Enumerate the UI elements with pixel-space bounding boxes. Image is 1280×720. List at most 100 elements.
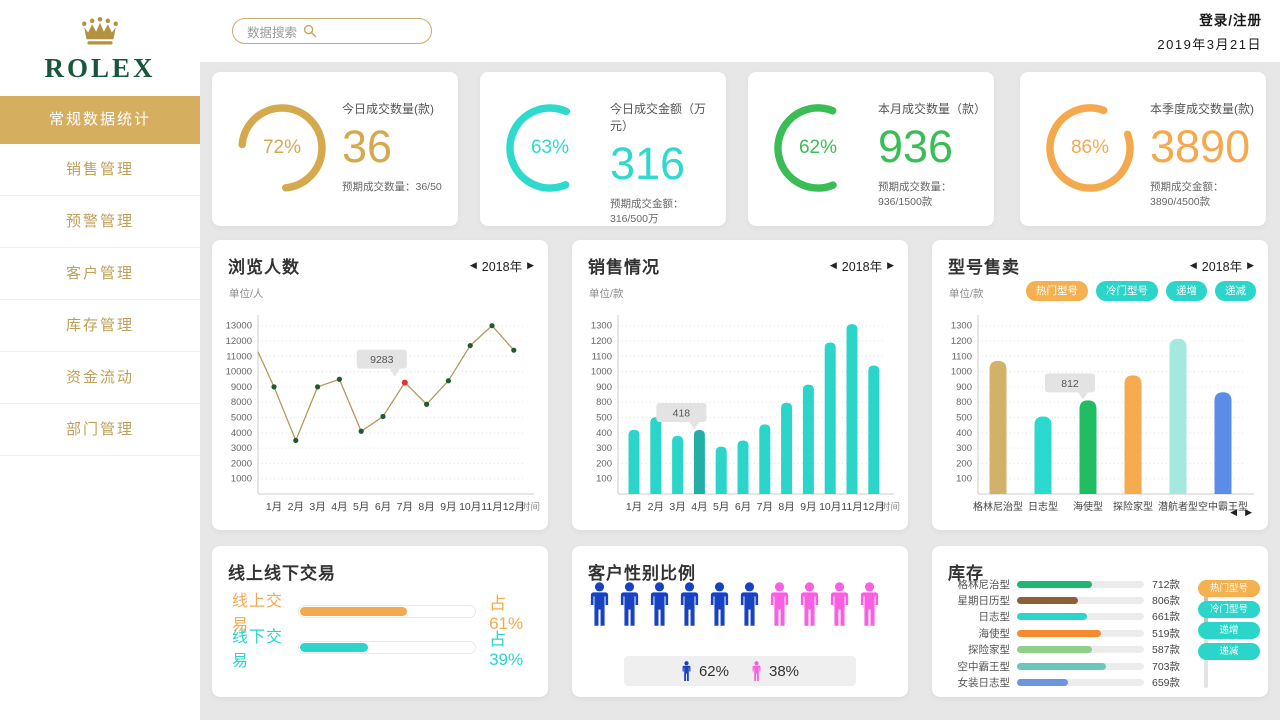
sidebar-item[interactable]: 客户管理 (0, 248, 200, 300)
crown-icon (82, 17, 118, 45)
sidebar-item[interactable]: 库存管理 (0, 300, 200, 352)
svg-text:潜航者型: 潜航者型 (1158, 500, 1198, 513)
inventory-row: 女装日志型 659款 (944, 674, 1192, 690)
inventory-label: 探险家型 (968, 644, 1010, 657)
female-icon (752, 660, 761, 681)
prev-year-icon[interactable]: ◀ (1189, 260, 1197, 270)
legend-pill[interactable]: 递增 (1166, 281, 1207, 301)
search-input[interactable]: 数据搜索 (232, 18, 432, 44)
svg-text:5月: 5月 (353, 501, 369, 513)
kpi-percent: 63% (530, 137, 570, 158)
prev-year-icon[interactable]: ◀ (469, 260, 477, 270)
female-percent: 38% (769, 662, 800, 680)
inventory-title: 库存 (948, 564, 984, 583)
legend-pill[interactable]: 递减 (1198, 643, 1260, 660)
login-register-link[interactable]: 登录/注册 (1199, 13, 1262, 28)
kpi-value: 36 (342, 121, 393, 172)
male-percent: 62% (698, 662, 729, 680)
svg-text:4月: 4月 (691, 501, 707, 513)
kpi-title: 今日成交金额（万元） (610, 102, 707, 133)
svg-text:1100: 1100 (952, 351, 972, 362)
svg-text:1月: 1月 (266, 501, 282, 513)
svg-text:12000: 12000 (226, 336, 252, 347)
transaction-row: 线下交易 占39% (232, 629, 532, 670)
year-nav: ◀ 2018年 ▶ (830, 256, 894, 275)
svg-text:日志型: 日志型 (1028, 500, 1058, 513)
year-label: 2018年 (481, 260, 523, 274)
male-icon (682, 660, 691, 681)
legend-pill[interactable]: 热门型号 (1198, 580, 1260, 597)
pager-next-icon[interactable]: ▶ (1245, 507, 1252, 517)
transaction-label: 线上交易 (232, 593, 284, 634)
sidebar-item[interactable]: 销售管理 (0, 144, 200, 196)
inventory-value: 703款 (1152, 660, 1181, 673)
y-unit-label: 单位/人 (229, 288, 264, 300)
svg-text:1000: 1000 (591, 367, 612, 378)
svg-text:空中霸王型: 空中霸王型 (1198, 500, 1248, 513)
legend-pill[interactable]: 冷门型号 (1198, 601, 1260, 618)
svg-text:10000: 10000 (226, 367, 252, 378)
svg-text:6月: 6月 (375, 501, 391, 513)
legend-pill[interactable]: 递减 (1215, 281, 1256, 301)
legend-pill[interactable]: 冷门型号 (1096, 281, 1158, 301)
bar-fill (1017, 662, 1106, 670)
inventory-label: 空中霸王型 (957, 660, 1011, 673)
svg-text:时间: 时间 (881, 501, 900, 513)
transaction-progressbar (297, 604, 477, 618)
svg-text:200: 200 (956, 458, 972, 469)
top-bar (0, 0, 1280, 62)
svg-text:7月: 7月 (757, 501, 773, 513)
legend-pill[interactable]: 热门型号 (1026, 281, 1088, 301)
legend-pill[interactable]: 递增 (1198, 622, 1260, 639)
svg-text:100: 100 (956, 474, 972, 485)
prev-year-icon[interactable]: ◀ (829, 260, 837, 270)
model-pager: ◀ ▶ (1230, 507, 1252, 518)
gender-icons (588, 582, 881, 628)
sidebar-item[interactable]: 部门管理 (0, 404, 200, 456)
male-icon (590, 582, 609, 626)
svg-text:9月: 9月 (440, 501, 456, 513)
svg-text:1300: 1300 (591, 321, 612, 332)
svg-text:8月: 8月 (778, 501, 794, 513)
inventory-value: 712款 (1152, 578, 1181, 591)
next-year-icon[interactable]: ▶ (1247, 260, 1254, 270)
svg-text:11000: 11000 (226, 351, 252, 362)
svg-text:9283: 9283 (370, 354, 394, 366)
current-date: 2019年3月21日 (1157, 37, 1262, 52)
inventory-row: 星期日历型 806款 (944, 592, 1192, 608)
female-icon (800, 582, 819, 626)
brand-name: ROLEX (44, 53, 156, 83)
svg-text:格林尼治型: 格林尼治型 (973, 500, 1023, 513)
search-icon (303, 24, 317, 38)
svg-text:1200: 1200 (591, 336, 612, 347)
kpi-subtitle: 预期成交数量：36/50 (342, 181, 442, 194)
inventory-label: 海使型 (978, 627, 1011, 640)
sidebar-item[interactable]: 资金流动 (0, 352, 200, 404)
transactions-title: 线上线下交易 (228, 564, 336, 583)
bar-fill (1017, 613, 1087, 621)
bar-fill (1017, 629, 1101, 637)
search-placeholder: 数据搜索 (247, 25, 298, 40)
inventory-row: 空中霸王型 703款 (944, 658, 1192, 674)
pager-prev-icon[interactable]: ◀ (1230, 507, 1238, 517)
inventory-value: 587款 (1152, 644, 1181, 657)
svg-text:900: 900 (596, 382, 612, 393)
year-label: 2018年 (1201, 260, 1243, 274)
inventory-bar (1017, 679, 1144, 687)
male-icon (620, 582, 639, 626)
transaction-percent: 占61% (489, 593, 524, 633)
sidebar-item[interactable]: 预警管理 (0, 196, 200, 248)
svg-text:8月: 8月 (418, 501, 434, 513)
next-year-icon[interactable]: ▶ (527, 260, 534, 270)
y-unit-label: 单位/款 (949, 288, 984, 300)
progress-fill (299, 606, 408, 616)
svg-text:12月: 12月 (863, 501, 885, 513)
svg-text:10月: 10月 (819, 501, 841, 513)
kpi-card: 72% 今日成交数量(款) 36 预期成交数量：36/50 (212, 72, 458, 226)
year-nav: ◀ 2018年 ▶ (1190, 256, 1254, 275)
svg-text:5月: 5月 (713, 501, 729, 513)
sidebar-item[interactable]: 常规数据统计 (0, 96, 200, 144)
female-icon (770, 582, 789, 626)
kpi-title: 今日成交数量(款) (342, 102, 434, 116)
next-year-icon[interactable]: ▶ (887, 260, 894, 270)
